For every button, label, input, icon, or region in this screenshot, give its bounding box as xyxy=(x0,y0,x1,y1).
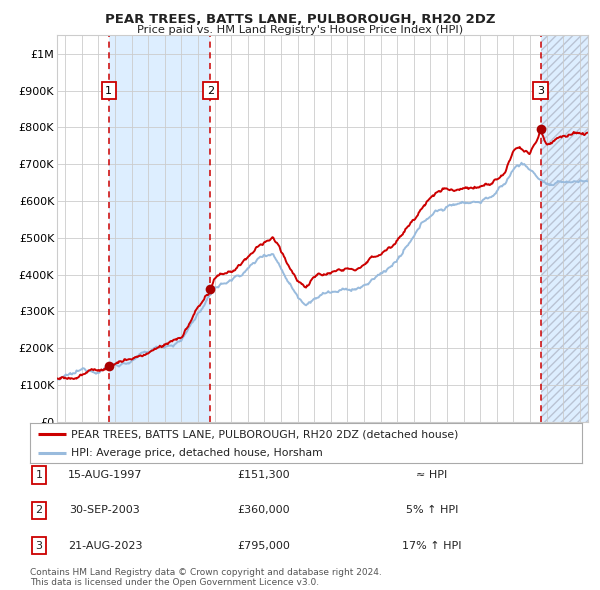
Text: 3: 3 xyxy=(537,86,544,96)
Text: Contains HM Land Registry data © Crown copyright and database right 2024.: Contains HM Land Registry data © Crown c… xyxy=(30,568,382,577)
Bar xyxy=(541,35,588,422)
Text: 2: 2 xyxy=(35,506,43,515)
Text: 15-AUG-1997: 15-AUG-1997 xyxy=(68,470,142,480)
Text: This data is licensed under the Open Government Licence v3.0.: This data is licensed under the Open Gov… xyxy=(30,578,319,588)
Text: ≈ HPI: ≈ HPI xyxy=(416,470,448,480)
Text: 3: 3 xyxy=(35,541,43,550)
Text: £795,000: £795,000 xyxy=(238,541,290,550)
Text: £151,300: £151,300 xyxy=(238,470,290,480)
Text: HPI: Average price, detached house, Horsham: HPI: Average price, detached house, Hors… xyxy=(71,448,323,458)
Bar xyxy=(541,35,588,422)
Text: Price paid vs. HM Land Registry's House Price Index (HPI): Price paid vs. HM Land Registry's House … xyxy=(137,25,463,35)
Text: PEAR TREES, BATTS LANE, PULBOROUGH, RH20 2DZ (detached house): PEAR TREES, BATTS LANE, PULBOROUGH, RH20… xyxy=(71,430,459,440)
Text: 5% ↑ HPI: 5% ↑ HPI xyxy=(406,506,458,515)
Text: 1: 1 xyxy=(105,86,112,96)
Text: 21-AUG-2023: 21-AUG-2023 xyxy=(68,541,142,550)
Text: PEAR TREES, BATTS LANE, PULBOROUGH, RH20 2DZ: PEAR TREES, BATTS LANE, PULBOROUGH, RH20… xyxy=(105,13,495,26)
Text: 1: 1 xyxy=(35,470,43,480)
Bar xyxy=(109,35,211,422)
Text: 30-SEP-2003: 30-SEP-2003 xyxy=(70,506,140,515)
Text: 17% ↑ HPI: 17% ↑ HPI xyxy=(402,541,462,550)
Text: £360,000: £360,000 xyxy=(238,506,290,515)
Text: 2: 2 xyxy=(207,86,214,96)
